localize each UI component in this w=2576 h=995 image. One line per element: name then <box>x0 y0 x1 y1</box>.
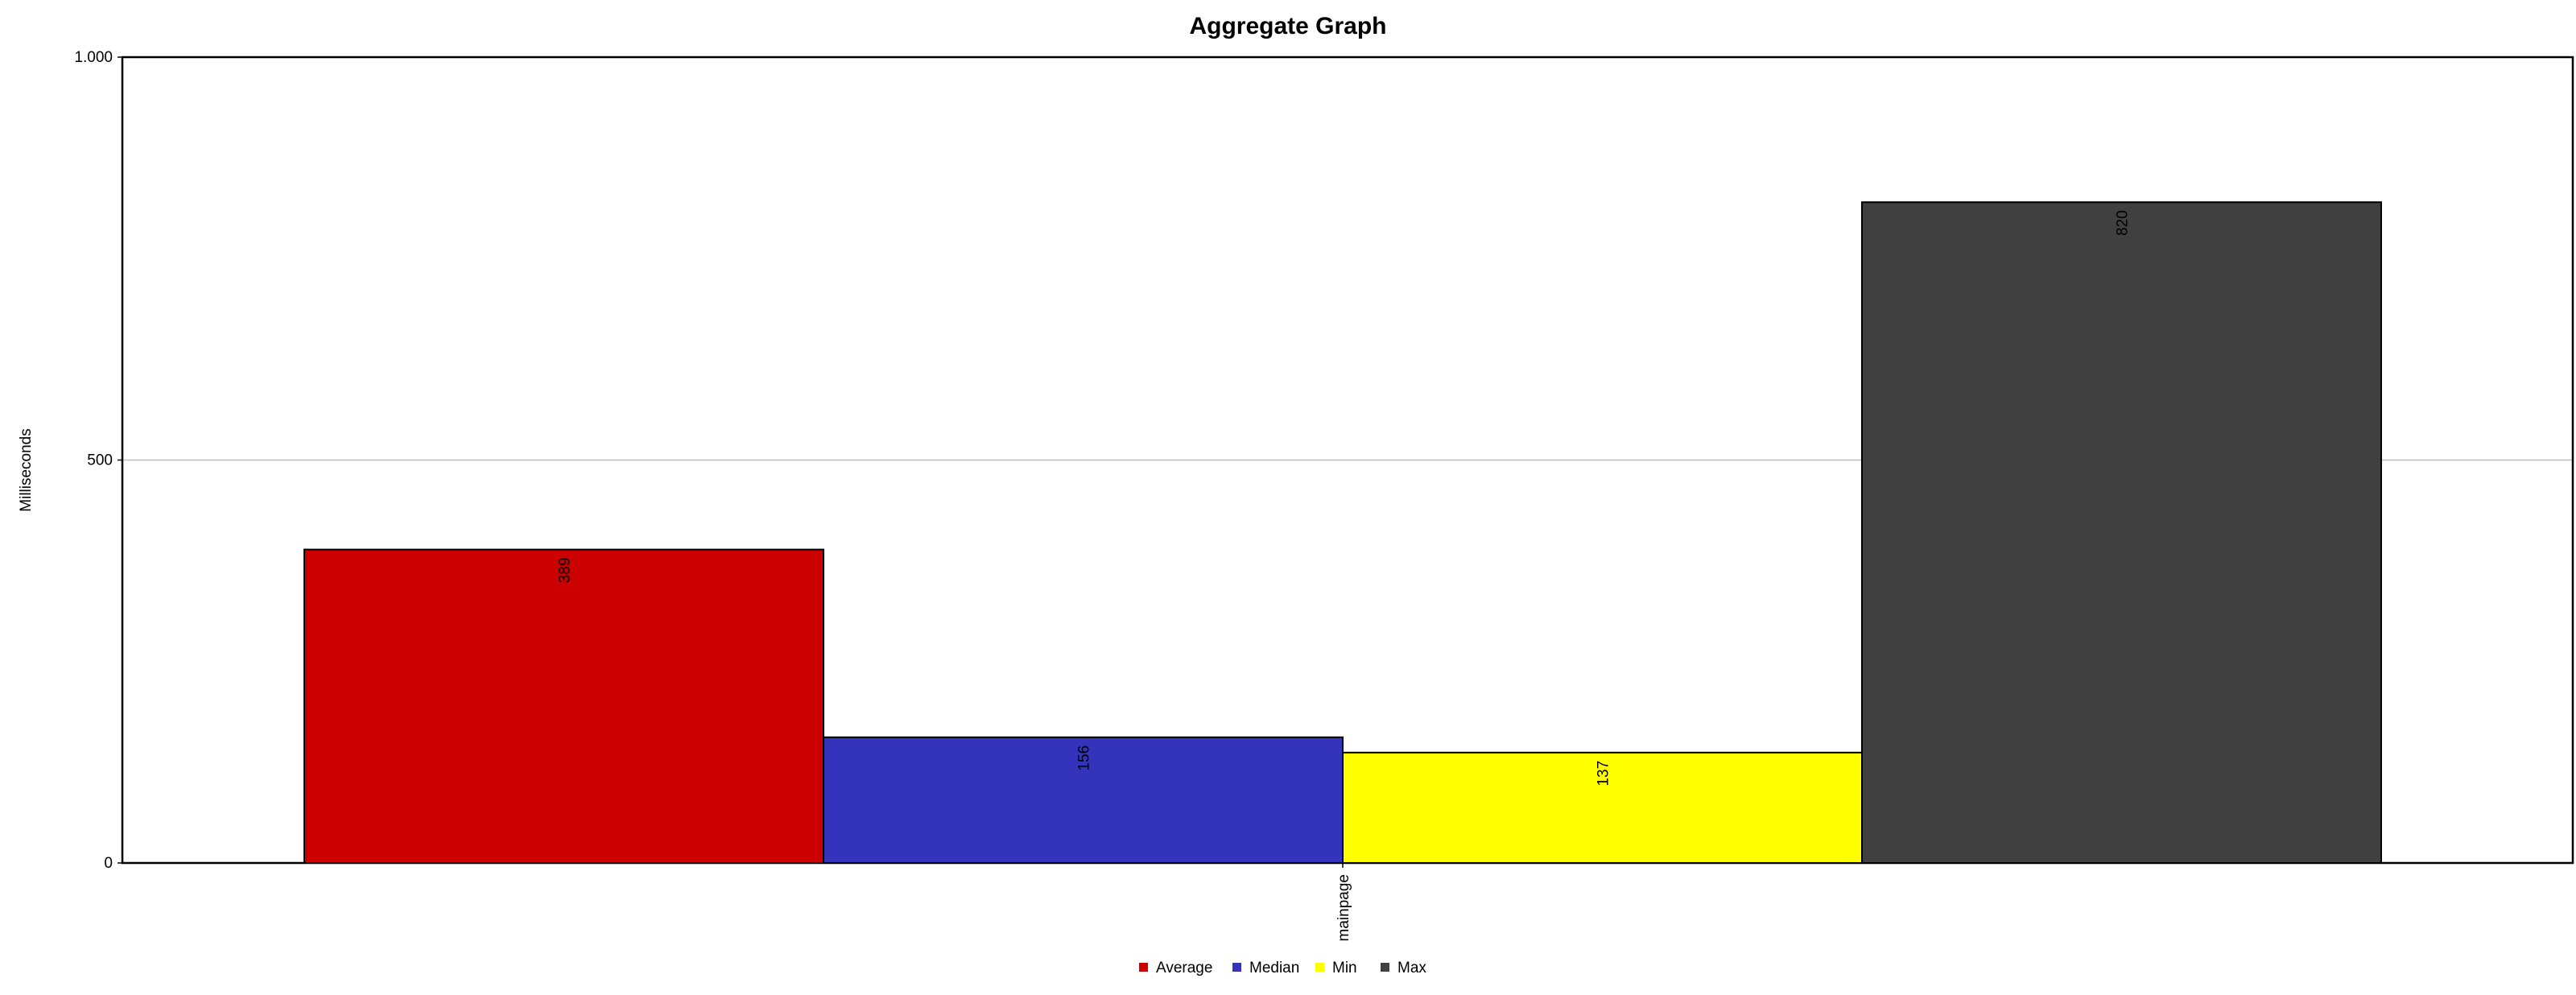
data-label-max: 820 <box>2115 210 2132 236</box>
legend-swatch-max <box>1381 963 1389 972</box>
legend-item-max: Max <box>1381 960 1426 976</box>
legend-swatch-average <box>1139 963 1148 972</box>
legend-item-min: Min <box>1315 960 1357 976</box>
legend-label-median: Median <box>1249 960 1299 976</box>
bar-median <box>823 736 1344 864</box>
bar-min <box>1342 751 1863 864</box>
data-label-median: 156 <box>1076 745 1093 771</box>
legend: Average Median Min Max <box>1139 960 1426 976</box>
bar-average <box>303 548 824 865</box>
bars <box>303 201 2382 865</box>
x-tick-label: mainpage <box>1335 874 1352 941</box>
data-label-min: 137 <box>1596 761 1612 787</box>
legend-item-median: Median <box>1232 960 1299 976</box>
y-axis-ticks: 0 500 1.000 <box>74 49 122 872</box>
legend-item-average: Average <box>1139 960 1212 976</box>
x-axis-ticks: mainpage <box>1335 863 1352 941</box>
legend-label-average: Average <box>1156 960 1212 976</box>
y-tick-label: 0 <box>104 855 113 872</box>
data-labels: 389 156 137 820 <box>557 210 2132 786</box>
legend-label-min: Min <box>1332 960 1357 976</box>
y-axis-label: Milliseconds <box>18 428 35 511</box>
legend-label-max: Max <box>1397 960 1426 976</box>
chart-title: Aggregate Graph <box>1189 13 1386 39</box>
data-label-average: 389 <box>557 558 574 584</box>
bar-max <box>1861 201 2382 864</box>
y-tick-label: 1.000 <box>74 49 113 66</box>
legend-swatch-median <box>1232 963 1241 972</box>
y-tick-label: 500 <box>87 452 113 469</box>
legend-swatch-min <box>1315 963 1324 972</box>
